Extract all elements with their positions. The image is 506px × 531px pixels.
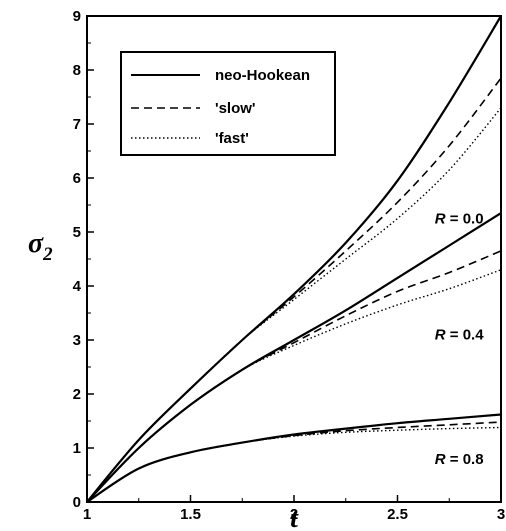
curves-layer	[86, 15, 502, 503]
curve-dotted-group-0	[86, 107, 502, 503]
y-axis-label-symbol: σ	[28, 228, 44, 259]
y-axis-label-subscript: 2	[42, 244, 53, 265]
y-tick-label: 1	[73, 440, 81, 457]
curve-dotted-group-2	[86, 426, 502, 503]
x-tick-label: 3	[497, 506, 505, 523]
y-tick-label: 2	[73, 386, 81, 403]
x-tick-label: 1	[83, 506, 91, 523]
y-tick-label: 8	[73, 62, 81, 79]
y-tick-label: 6	[73, 170, 81, 187]
x-tick-label: 2.5	[387, 506, 408, 523]
y-axis-label: σ2	[28, 228, 53, 265]
y-tick-label: 3	[73, 332, 81, 349]
legend-label-fast: 'fast'	[215, 130, 249, 147]
legend-label-slow: 'slow'	[215, 100, 255, 117]
legend-label-neo-hookean: neo-Hookean	[215, 67, 310, 84]
x-axis-label: t	[290, 503, 299, 531]
legend-box	[120, 51, 336, 156]
y-tick-label: 9	[73, 8, 81, 25]
y-tick-label: 4	[73, 278, 82, 295]
x-axis-ticks: 1 1.5 2 2.5 3	[83, 495, 505, 523]
y-tick-label: 7	[73, 116, 81, 133]
x-tick-label: 1.5	[180, 506, 201, 523]
curve-annotations: R = 0.0 R = 0.4 R = 0.8	[435, 211, 484, 468]
curve-dotted-group-1	[86, 269, 502, 503]
legend: neo-Hookean 'slow' 'fast'	[120, 51, 336, 156]
curve-dashed-group-1	[86, 250, 502, 503]
curve-dashed-group-2	[86, 421, 502, 503]
y-tick-label: 5	[73, 224, 81, 241]
curve-solid-group-1	[86, 212, 502, 503]
y-tick-label: 0	[73, 494, 81, 511]
y-axis-ticks: 0 1 2 3 4 5 6 7 8 9	[73, 8, 94, 511]
annotation-r-1: R = 0.4	[435, 327, 484, 344]
x-tick-label: 2	[290, 506, 298, 523]
annotation-r-0: R = 0.0	[435, 211, 484, 228]
annotation-r-2: R = 0.8	[435, 451, 484, 468]
